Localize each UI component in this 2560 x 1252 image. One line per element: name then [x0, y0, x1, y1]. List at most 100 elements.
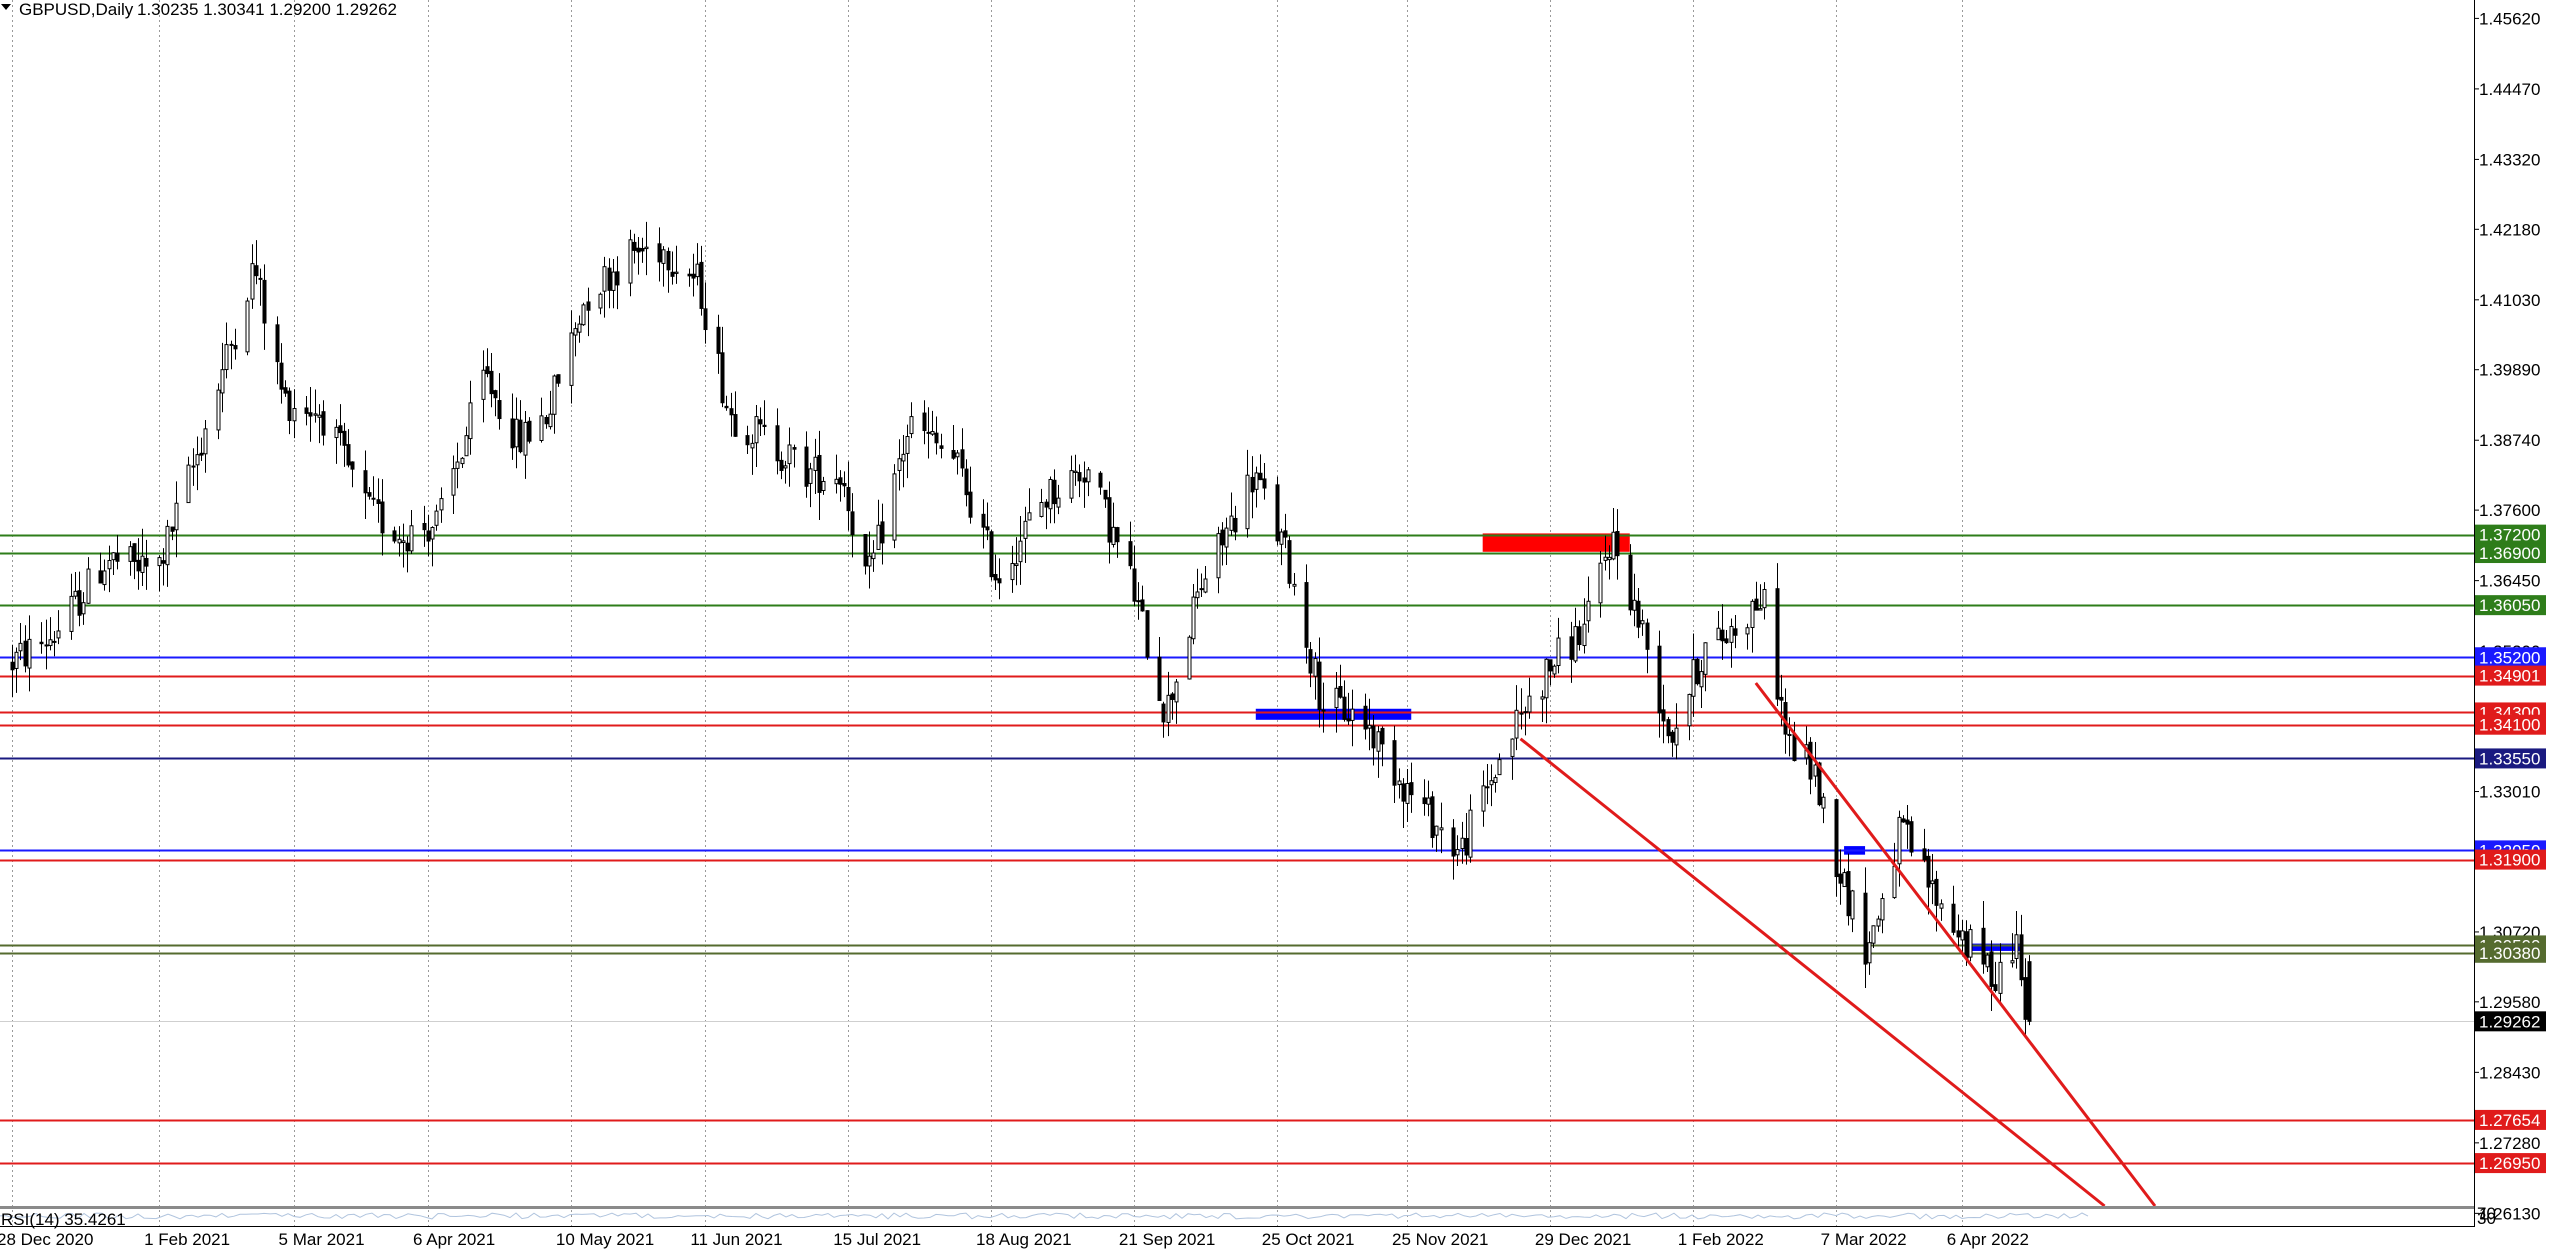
zone-0[interactable] [1482, 533, 1630, 552]
candle [262, 264, 267, 350]
candle-body [644, 246, 649, 250]
candle [1548, 659, 1553, 686]
candle-body [1132, 568, 1137, 602]
candle-body [1666, 719, 1671, 737]
candle [1981, 901, 1986, 974]
candle-body [640, 248, 645, 252]
candle-body [510, 418, 515, 449]
candle [107, 545, 112, 593]
candle [258, 268, 263, 306]
candle [1317, 637, 1322, 728]
candle [10, 644, 15, 698]
candle [1010, 545, 1015, 593]
candle-body [2027, 961, 2032, 1022]
candle [1909, 816, 1914, 857]
candle [136, 538, 141, 590]
candle-body [23, 640, 28, 667]
candle [615, 256, 620, 310]
zone-3[interactable] [1965, 943, 2021, 951]
candle-body [1401, 783, 1406, 802]
candle [523, 410, 528, 479]
candle [1960, 919, 1965, 956]
date-tick-label: 18 Aug 2021 [976, 1230, 1071, 1249]
candle [1489, 764, 1494, 807]
candle-body [985, 526, 990, 531]
candle [1834, 798, 1839, 897]
candle [1603, 535, 1608, 571]
candle-body [1346, 718, 1351, 722]
candle-body [48, 639, 53, 647]
candle [1313, 652, 1318, 700]
candle-body [968, 491, 973, 518]
candle [640, 237, 645, 263]
candle [729, 392, 734, 437]
candle-body [397, 538, 402, 544]
candle [960, 428, 965, 477]
candle [1497, 753, 1502, 776]
candle [880, 503, 885, 565]
candle-body [581, 304, 586, 326]
candle-body [199, 452, 204, 456]
candle-body [905, 436, 910, 454]
candle [1220, 522, 1225, 566]
triangle-down-icon[interactable] [1, 4, 11, 10]
candle-body [132, 543, 137, 562]
candle [2023, 958, 2028, 1038]
trendline-0[interactable] [1519, 737, 2106, 1208]
candle-body [27, 638, 32, 669]
candle-body [144, 557, 149, 567]
candle-body [405, 542, 410, 552]
candle-body [338, 425, 343, 434]
candle-body [380, 501, 385, 534]
candle [1338, 664, 1343, 699]
candle [1985, 952, 1990, 973]
candle-body [960, 449, 965, 469]
candle [1422, 779, 1427, 816]
candle [1048, 476, 1053, 524]
candle [1464, 813, 1469, 865]
candle-body [838, 477, 843, 485]
candle-body [1224, 527, 1229, 548]
candle [1195, 568, 1200, 609]
candle [1930, 853, 1935, 905]
candle [1145, 610, 1150, 660]
level-tag-box [2475, 595, 2546, 616]
candle [14, 647, 19, 693]
trend-channel[interactable] [1519, 682, 2157, 1208]
candle-body [1787, 733, 1792, 737]
candle-body [334, 426, 339, 439]
candle-body [1145, 610, 1150, 658]
candle-body [1821, 796, 1826, 809]
candle [989, 529, 994, 581]
candle [2027, 955, 2032, 1026]
candle-body [1161, 703, 1166, 723]
candle-body [1321, 709, 1326, 712]
candle [1346, 692, 1351, 725]
candle-body [468, 402, 473, 440]
candle-body [1082, 477, 1087, 483]
candle-body [216, 389, 221, 431]
candle [1170, 692, 1175, 720]
zone-1[interactable] [1255, 708, 1412, 720]
candle-body [1392, 740, 1397, 786]
candle-body [636, 247, 641, 253]
candle-body [880, 521, 885, 544]
time-axis[interactable]: 28 Dec 2020 1 Feb 2021 5 Mar 2021 6 Apr 202… [0, 1230, 2029, 1249]
candle-body [1166, 694, 1171, 723]
horizontal-levels[interactable] [0, 534, 2474, 1165]
candle-body [1317, 661, 1322, 711]
date-tick-label: 6 Apr 2022 [1947, 1230, 2029, 1249]
candle [1140, 585, 1145, 612]
candle-body [165, 525, 170, 566]
candle [1998, 943, 2003, 1004]
price-axis[interactable]: 1.45620 1.44470 1.43320 1.42180 1.41030 1.398… [2474, 9, 2540, 1223]
candle-body [1926, 855, 1931, 888]
candle-body [2019, 934, 2024, 981]
candle-body [1871, 925, 1876, 944]
candle [1569, 621, 1574, 683]
candle-body [1939, 903, 1944, 909]
candle [18, 622, 23, 661]
candle [2014, 910, 2019, 969]
trendline-1[interactable] [1754, 682, 2157, 1207]
